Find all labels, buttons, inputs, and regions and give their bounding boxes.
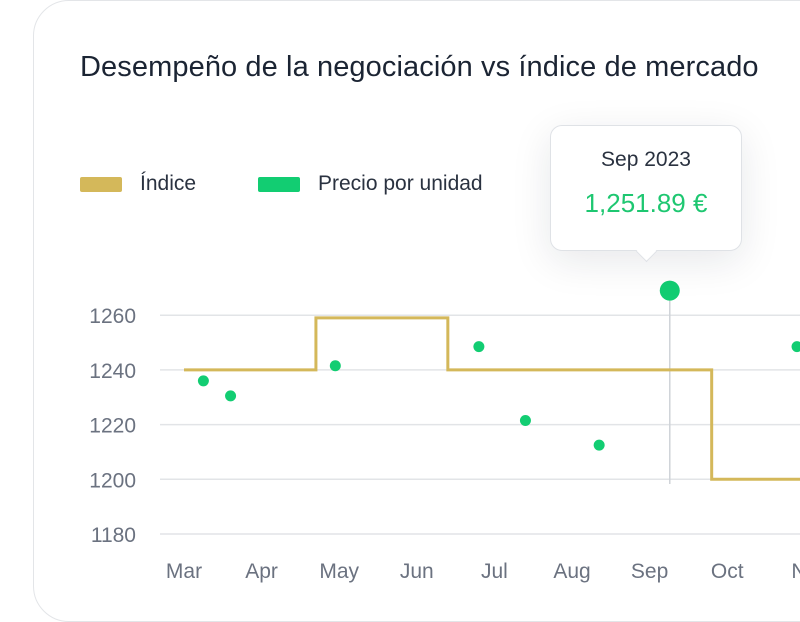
chart-card (33, 0, 800, 622)
tooltip: Sep 2023 1,251.89 € (550, 125, 742, 251)
x-tick-label: Sep (631, 560, 668, 583)
legend-label-indice: Índice (140, 172, 197, 195)
series-precio-point (329, 360, 341, 372)
series-indice-line (184, 316, 800, 481)
y-tick-label: 1200 (89, 469, 136, 492)
x-tick-label: Oct (711, 560, 744, 583)
x-tick-label: Jul (481, 560, 508, 583)
y-tick-label: 1220 (89, 415, 136, 438)
series-precio-point (519, 414, 531, 426)
x-tick-label: Apr (245, 560, 278, 583)
legend-swatch-indice (80, 176, 122, 192)
x-tick-label: May (319, 560, 359, 583)
series-precio-point (473, 341, 485, 353)
legend-item-indice[interactable]: Índice (80, 172, 196, 196)
legend-label-precio: Precio por unidad (318, 172, 483, 195)
x-tick-label: No (791, 560, 800, 583)
chart-plot: 1260 1240 1220 1200 1180 Mar Apr May Jun Jul Aug Se… (89, 280, 800, 583)
series-precio-point (197, 375, 209, 387)
series-precio-point (659, 280, 680, 301)
y-tick-label: 1180 (91, 524, 136, 547)
series-precio-point (225, 390, 237, 402)
y-tick-label: 1260 (89, 305, 136, 328)
tooltip-value: 1,251.89 € (584, 188, 708, 218)
chart-title: Desempeño de la negociación vs índice de… (80, 51, 759, 83)
x-tick-label: Mar (166, 560, 202, 583)
tooltip-date: Sep 2023 (601, 148, 691, 171)
y-tick-label: 1240 (89, 360, 136, 383)
series-precio-point (791, 341, 800, 353)
series-precio-point (593, 439, 605, 451)
legend-swatch-precio (258, 176, 300, 192)
x-tick-label: Aug (553, 560, 590, 583)
x-tick-label: Jun (400, 560, 434, 583)
legend-item-precio[interactable]: Precio por unidad (258, 172, 483, 196)
